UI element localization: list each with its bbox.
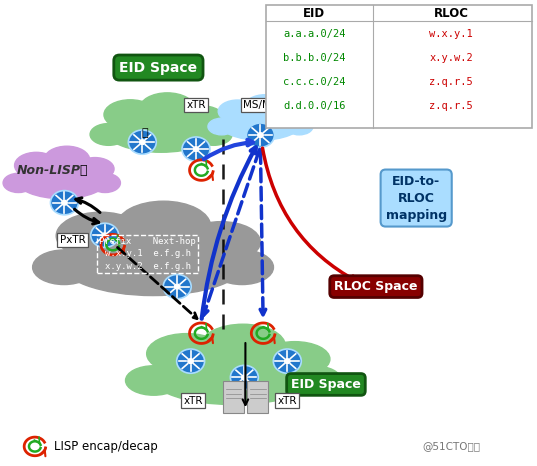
Text: @51CTO博客: @51CTO博客 [422, 441, 480, 452]
Ellipse shape [56, 212, 145, 260]
Ellipse shape [182, 222, 260, 262]
Circle shape [285, 359, 290, 363]
Ellipse shape [149, 346, 318, 404]
Circle shape [128, 130, 156, 154]
Text: w.x.y.1: w.x.y.1 [429, 28, 473, 39]
Ellipse shape [44, 146, 90, 174]
Ellipse shape [244, 95, 286, 119]
Ellipse shape [76, 158, 114, 180]
Ellipse shape [117, 201, 211, 252]
Circle shape [177, 349, 205, 373]
Circle shape [182, 137, 210, 161]
Ellipse shape [195, 123, 232, 145]
Text: z.q.r.5: z.q.r.5 [429, 101, 473, 111]
Circle shape [102, 233, 107, 238]
Text: RLOC Space: RLOC Space [334, 280, 418, 293]
Ellipse shape [3, 173, 34, 192]
Ellipse shape [285, 366, 342, 395]
Text: EID-to-
RLOC
mapping: EID-to- RLOC mapping [386, 175, 447, 221]
Circle shape [193, 147, 199, 151]
Circle shape [230, 365, 258, 390]
Ellipse shape [126, 366, 182, 395]
Ellipse shape [59, 226, 247, 295]
Ellipse shape [90, 173, 120, 192]
Text: EID: EID [303, 7, 325, 20]
Ellipse shape [105, 109, 216, 152]
Text: xTR: xTR [278, 396, 297, 406]
Circle shape [175, 284, 180, 289]
Text: c.c.c.0/24: c.c.c.0/24 [283, 77, 345, 87]
Circle shape [62, 200, 67, 205]
Ellipse shape [201, 324, 285, 367]
Circle shape [140, 140, 145, 144]
Ellipse shape [259, 342, 330, 377]
FancyBboxPatch shape [266, 5, 532, 128]
Text: 💻: 💻 [79, 164, 87, 177]
Text: a.a.a.0/24: a.a.a.0/24 [283, 28, 345, 39]
Ellipse shape [147, 334, 227, 374]
Text: 💻: 💻 [142, 128, 148, 138]
Ellipse shape [219, 107, 302, 140]
Text: RLOC: RLOC [433, 7, 469, 20]
Circle shape [258, 133, 263, 137]
Ellipse shape [178, 106, 224, 131]
Text: MS/MR: MS/MR [243, 100, 278, 110]
Text: z.q.r.5: z.q.r.5 [429, 77, 473, 87]
Ellipse shape [286, 118, 313, 135]
Circle shape [242, 375, 247, 380]
Text: x.y.w.2: x.y.w.2 [429, 53, 473, 63]
Text: d.d.0.0/16: d.d.0.0/16 [283, 101, 345, 111]
Text: EID Space: EID Space [119, 61, 198, 75]
FancyBboxPatch shape [223, 381, 244, 413]
Ellipse shape [211, 250, 273, 285]
Text: PxTR: PxTR [60, 235, 85, 245]
Circle shape [163, 274, 191, 299]
Ellipse shape [273, 104, 307, 124]
Circle shape [188, 359, 193, 363]
Text: LISP encap/decap: LISP encap/decap [54, 440, 157, 453]
Text: EID Space: EID Space [291, 378, 361, 391]
Text: xTR: xTR [186, 100, 206, 110]
Ellipse shape [104, 100, 156, 130]
Circle shape [273, 349, 301, 373]
Ellipse shape [33, 250, 96, 285]
Text: xTR: xTR [184, 396, 203, 406]
Ellipse shape [90, 123, 127, 145]
Circle shape [91, 223, 119, 247]
Text: Prefix    Next-hop
w.x.y.1  e.f.g.h
x.y.w.2  e.f.g.h: Prefix Next-hop w.x.y.1 e.f.g.h x.y.w.2 … [99, 237, 196, 271]
FancyBboxPatch shape [247, 381, 268, 413]
Text: Non-LISP: Non-LISP [16, 164, 81, 177]
Ellipse shape [14, 152, 58, 178]
Circle shape [246, 123, 274, 147]
Text: b.b.b.0/24: b.b.b.0/24 [283, 53, 345, 63]
Ellipse shape [208, 118, 235, 135]
Ellipse shape [140, 93, 195, 124]
Ellipse shape [16, 160, 107, 199]
Ellipse shape [218, 100, 257, 123]
Circle shape [50, 191, 78, 215]
